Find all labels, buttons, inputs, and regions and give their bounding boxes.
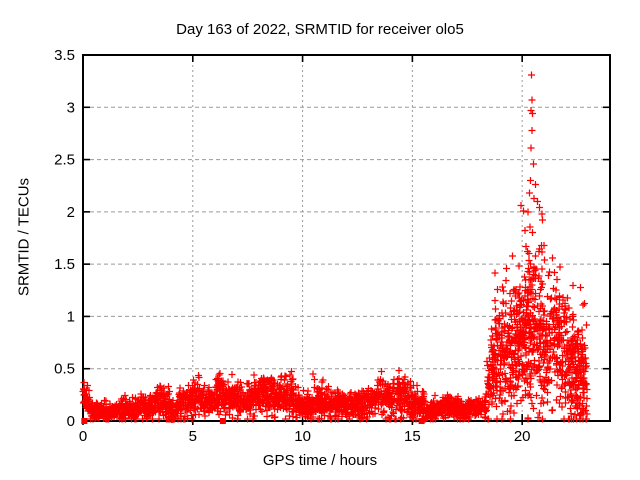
x-tick-label: 20 [514,428,531,445]
y-tick-label: 0 [67,413,75,430]
square-marker [418,418,425,424]
plot-border [82,54,611,422]
x-tick-label: 0 [79,428,87,445]
y-tick-label: 2 [67,204,75,221]
y-tick-label: 1.5 [54,256,75,273]
y-tick-label: 2.5 [54,152,75,169]
square-marker [81,418,88,424]
data-points [79,71,591,423]
y-tick-label: 1 [67,308,75,325]
x-tick-label: 5 [189,428,197,445]
x-tick-label: 10 [294,428,311,445]
chart-title: Day 163 of 2022, SRMTID for receiver olo… [176,21,464,38]
y-tick-label: 3.5 [54,47,75,64]
y-tick-label: 0.5 [54,361,75,378]
x-tick-label: 15 [404,428,421,445]
square-marker [219,418,226,424]
x-axis-label: GPS time / hours [262,452,378,469]
y-tick-label: 3 [67,99,75,116]
